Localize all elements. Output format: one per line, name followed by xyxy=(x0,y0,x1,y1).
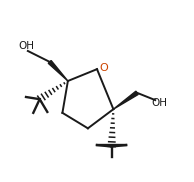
Text: OH: OH xyxy=(18,41,34,51)
Polygon shape xyxy=(113,91,138,109)
Text: OH: OH xyxy=(151,98,167,108)
Polygon shape xyxy=(48,60,68,81)
Text: O: O xyxy=(100,63,108,73)
